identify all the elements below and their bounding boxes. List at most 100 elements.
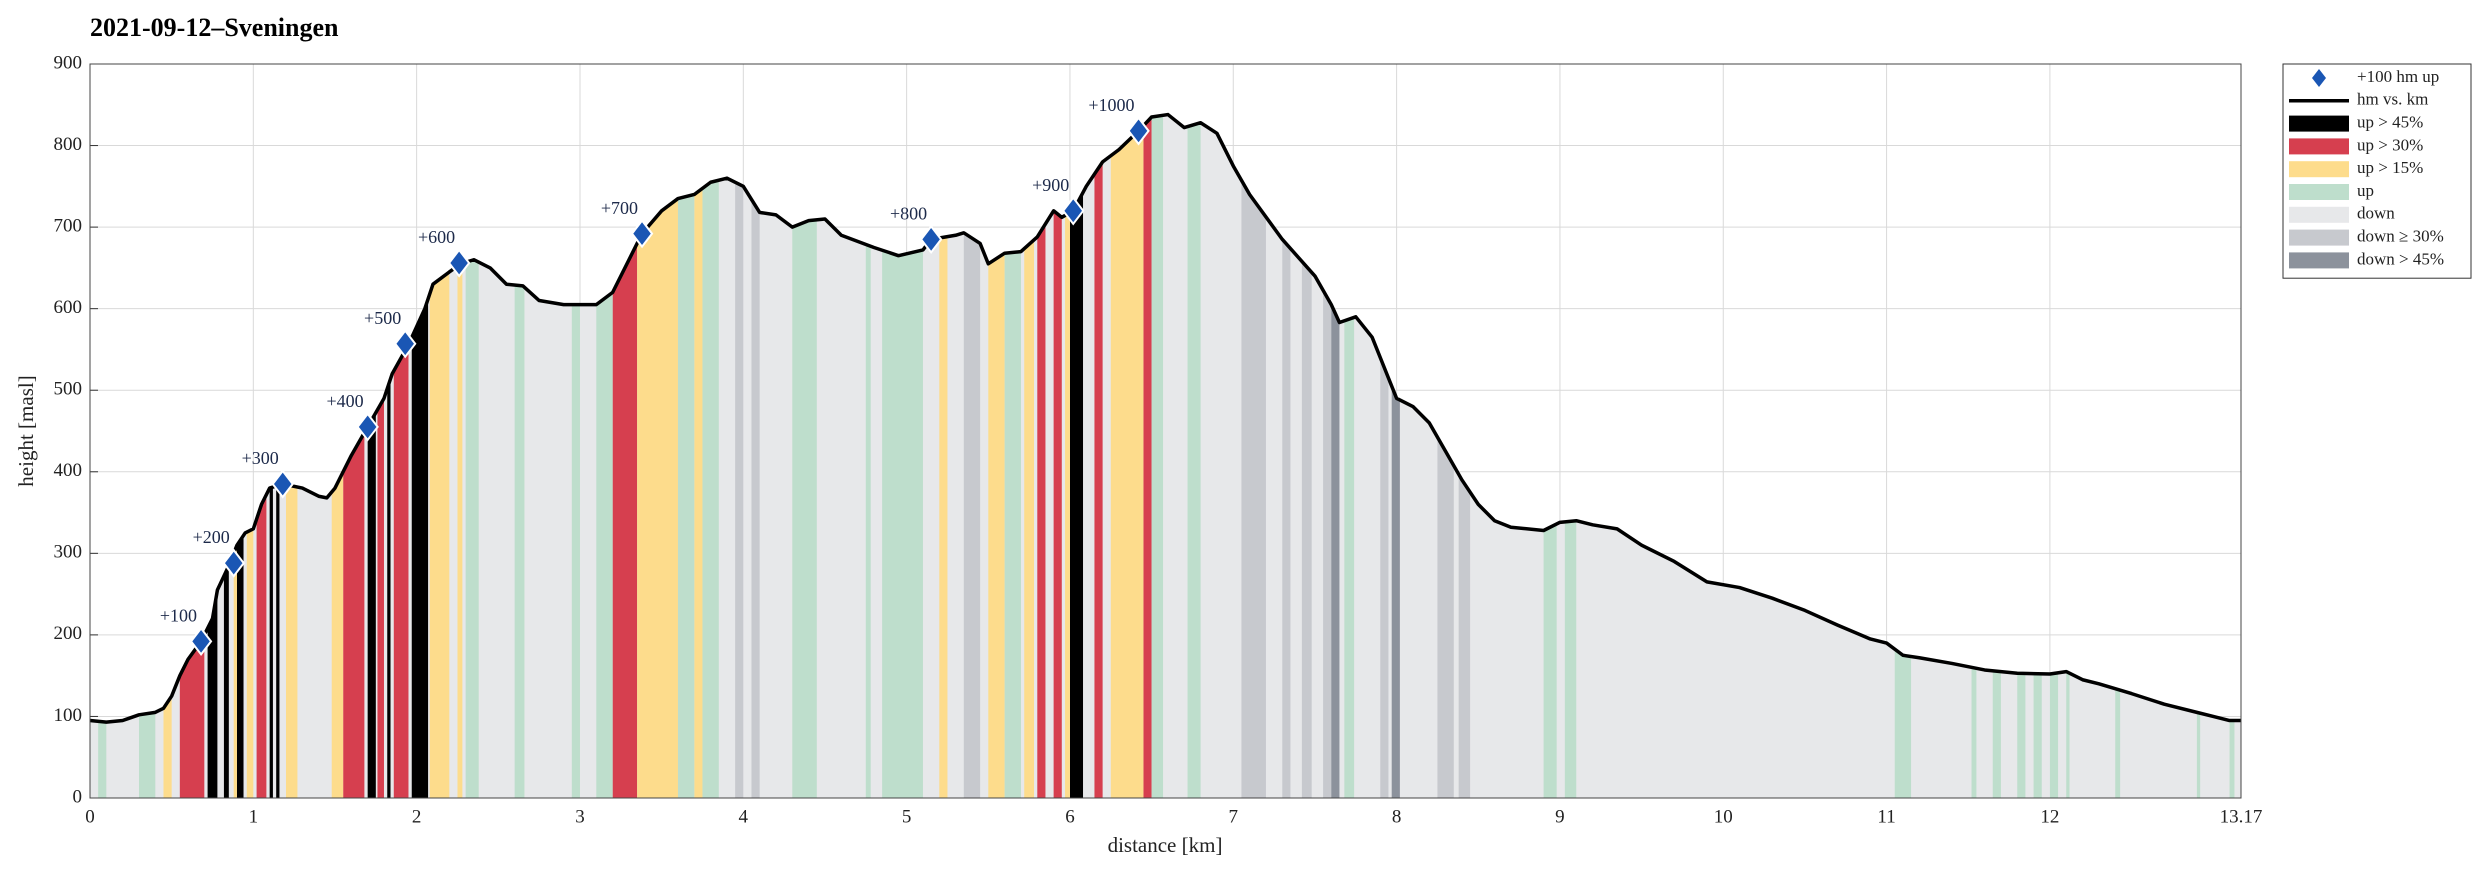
- legend-label: up > 15%: [2357, 158, 2423, 177]
- grade-band: [1344, 317, 1355, 798]
- grade-band: [677, 194, 695, 798]
- grade-band: [276, 485, 280, 798]
- milestone-marker: [271, 469, 294, 499]
- profile-line: [89, 112, 2241, 724]
- grade-band: [1391, 386, 1400, 798]
- grade-band: [1241, 180, 1266, 798]
- x-axis-label: distance [km]: [1108, 833, 1223, 857]
- milestone-marker: [1061, 196, 1085, 226]
- grade-band: [1143, 117, 1152, 798]
- grade-band: [393, 344, 409, 798]
- grade-band: [269, 487, 273, 798]
- grade-band: [637, 198, 678, 799]
- x-tick-label: 1: [249, 806, 259, 827]
- x-tick-label: 6: [1065, 806, 1075, 827]
- grade-band: [1971, 667, 1977, 798]
- plot-frame: [89, 63, 2242, 799]
- grade-band: [1282, 239, 1291, 798]
- grade-band: [1004, 251, 1021, 799]
- grade-band: [2066, 671, 2070, 798]
- grade-band: [2017, 673, 2026, 798]
- legend-marker: [2312, 69, 2326, 87]
- milestone-marker: [919, 224, 943, 254]
- grade-band: [331, 471, 344, 798]
- milestone-label: +400: [326, 391, 363, 411]
- x-tick-label: 3: [575, 806, 585, 827]
- x-tick-label: 4: [739, 806, 749, 827]
- legend-swatch: [2289, 206, 2349, 223]
- grade-band: [2196, 712, 2201, 798]
- y-tick-label: 200: [54, 623, 83, 644]
- milestone-label: +100: [160, 606, 197, 626]
- grade-band: [367, 412, 376, 798]
- milestone-marker: [630, 218, 654, 249]
- grade-band: [179, 634, 205, 798]
- grade-band: [465, 259, 479, 798]
- grade-band: [1323, 290, 1332, 798]
- milestone-label: +700: [601, 198, 638, 218]
- legend-label: down > 45%: [2357, 249, 2444, 268]
- grade-band: [1065, 212, 1070, 798]
- x-tick-label: 7: [1229, 806, 1239, 827]
- grade-band: [1110, 125, 1144, 798]
- grade-band: [1894, 649, 1912, 798]
- grade-band: [163, 696, 172, 798]
- grade-band: [387, 378, 391, 798]
- milestone-marker: [1127, 116, 1150, 146]
- grade-band: [1094, 161, 1103, 798]
- x-tick-label: 10: [1714, 806, 1733, 827]
- grade-band: [377, 398, 384, 798]
- legend-swatch: [2289, 184, 2349, 200]
- legend-swatch: [2289, 161, 2349, 178]
- grade-band: [2115, 688, 2121, 798]
- legend-label: hm vs. km: [2357, 90, 2428, 109]
- grade-band: [596, 292, 613, 798]
- grade-band: [1024, 239, 1035, 799]
- grade-band: [246, 528, 254, 798]
- milestone-label: +500: [364, 308, 401, 328]
- y-tick-label: 700: [54, 215, 83, 236]
- grade-band: [1301, 261, 1312, 798]
- grade-band: [223, 565, 229, 798]
- y-tick-label: 100: [54, 705, 83, 726]
- grade-band: [792, 219, 817, 798]
- legend-label: up > 30%: [2357, 135, 2423, 154]
- grade-band: [1564, 520, 1577, 798]
- milestone-marker: [393, 329, 417, 359]
- y-tick-label: 900: [54, 52, 83, 73]
- milestone-label: +1000: [1088, 95, 1134, 115]
- chart-title: 2021-09-12–Sveningen: [90, 13, 339, 42]
- x-tick-label: 9: [1555, 806, 1565, 827]
- grade-band: [1380, 357, 1389, 798]
- x-tick-label: 13.17: [2220, 806, 2263, 827]
- y-tick-label: 800: [54, 134, 83, 155]
- x-tick-label: 2: [412, 806, 422, 827]
- legend-label: +100 hm up: [2357, 67, 2439, 86]
- grade-band: [702, 180, 719, 798]
- x-tick-label: 0: [85, 806, 95, 827]
- grade-band: [343, 432, 365, 798]
- grade-band: [571, 304, 580, 798]
- grade-band: [411, 298, 429, 798]
- grade-band: [2049, 672, 2059, 798]
- milestone-marker: [447, 248, 471, 278]
- legend-swatch: [2289, 115, 2349, 132]
- legend-swatch: [2289, 138, 2349, 155]
- grade-band: [98, 721, 107, 798]
- legend-swatch: [2289, 252, 2349, 269]
- milestone-marker: [356, 412, 379, 442]
- y-axis-label: height [masl]: [14, 375, 38, 486]
- grade-band: [236, 535, 244, 798]
- legend-label: down ≥ 30%: [2357, 227, 2444, 246]
- y-tick-label: 0: [73, 786, 83, 807]
- y-tick-label: 300: [54, 542, 83, 563]
- milestone-label: +600: [418, 227, 455, 247]
- grade-band: [233, 545, 237, 798]
- grade-band: [1187, 122, 1201, 799]
- milestone-marker: [222, 548, 245, 578]
- grade-band: [1437, 437, 1454, 798]
- milestone-label: +300: [242, 448, 279, 468]
- legend-label: up: [2357, 181, 2374, 200]
- grade-band: [429, 271, 450, 798]
